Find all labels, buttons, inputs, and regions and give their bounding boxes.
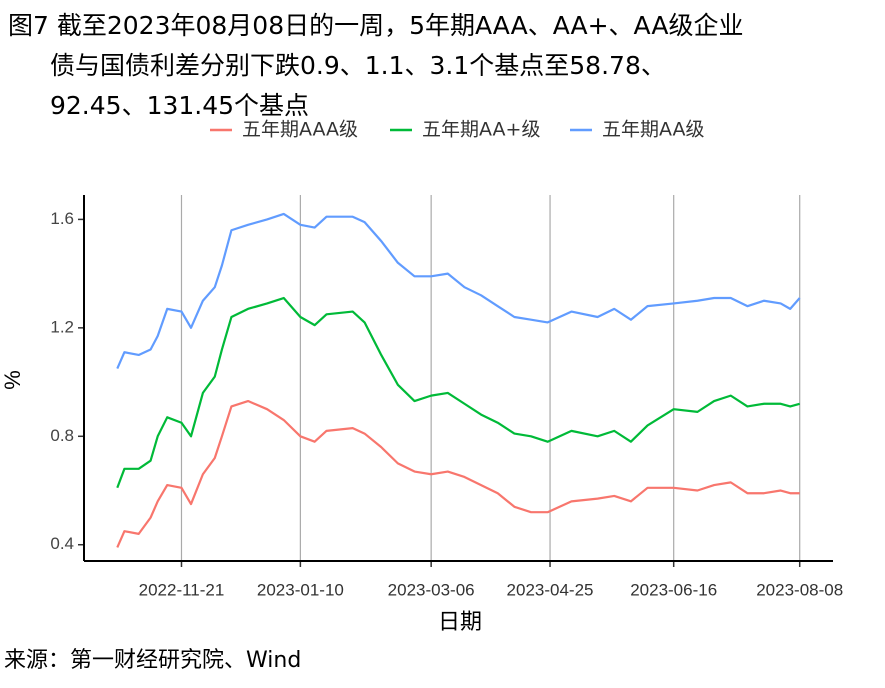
x-tick-label: 2023-06-16: [630, 580, 717, 599]
series-line: [116, 296, 801, 489]
legend-label: 五年期AAA级: [242, 119, 358, 141]
title-line: 92.45、131.45个基点: [50, 91, 310, 120]
y-tick-label: 1.2: [50, 317, 74, 336]
x-tick-label: 2023-04-25: [507, 580, 594, 599]
y-tick-label: 0.4: [50, 534, 74, 553]
x-tick-label: 2023-03-06: [388, 580, 475, 599]
x-tick-label: 2023-08-08: [756, 580, 843, 599]
series-line: [116, 399, 800, 548]
y-tick-label: 1.6: [50, 209, 74, 228]
series-line: [116, 212, 801, 369]
title-line: 图7 截至2023年08月08日的一周，5年期AAA、AA+、AA级企业: [8, 11, 744, 40]
y-tick-label: 0.8: [50, 426, 74, 445]
y-axis-label: %: [0, 370, 25, 390]
legend-label: 五年期AA级: [602, 119, 705, 141]
source: 来源：第一财经研究院、Wind: [4, 648, 301, 673]
legend-label: 五年期AA+级: [422, 119, 540, 141]
x-tick-label: 2022-11-21: [139, 580, 225, 599]
x-axis-label: 日期: [438, 609, 482, 634]
x-tick-label: 2023-01-10: [257, 580, 344, 599]
title-line: 债与国债利差分别下跌0.9、1.1、3.1个基点至58.78、: [50, 51, 666, 80]
